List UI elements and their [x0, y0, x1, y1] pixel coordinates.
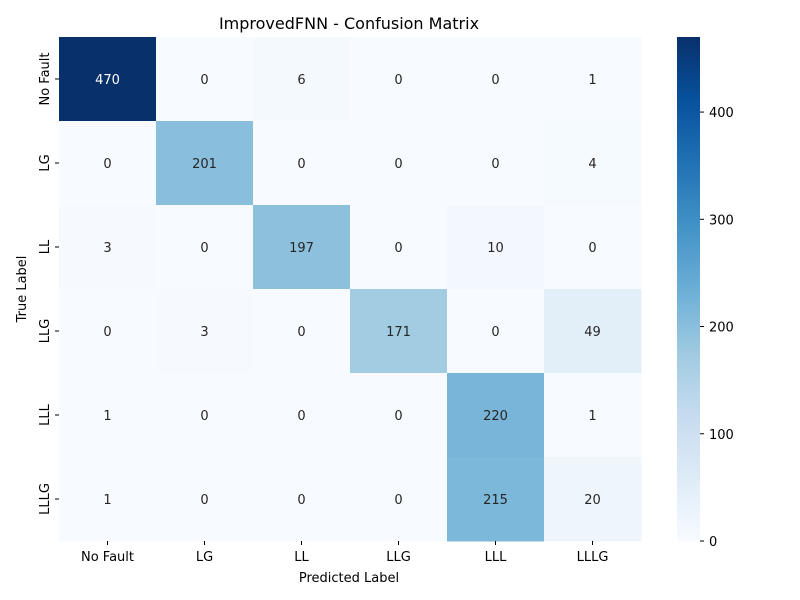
cell-value-label: 201 — [192, 157, 217, 172]
colorbar-tick-label: 0 — [709, 535, 717, 550]
heatmap-cells: 470 0 6 0 0 10 201 0 0 0 43 0 197 0 10 00 3 0 171 0 491 0 0 0 22… — [59, 37, 642, 542]
heatmap-cell — [544, 37, 642, 122]
heatmap-cell — [544, 121, 642, 206]
heatmap-cell — [544, 205, 642, 290]
heatmap-cell — [447, 205, 545, 290]
cell-value-label: 3 — [103, 241, 111, 256]
heatmap-cell — [350, 373, 448, 458]
cell-value-label: 3 — [200, 325, 208, 340]
colorbar-tick-label: 100 — [709, 428, 734, 443]
x-axis-ticks: No Fault LG LL LLG LLL LLLG — [81, 541, 608, 565]
x-tick-label: LG — [196, 550, 213, 565]
cell-value-label: 0 — [200, 409, 208, 424]
cell-value-label: 20 — [584, 493, 601, 508]
x-axis-label: Predicted Label — [299, 571, 399, 586]
cell-value-label: 220 — [483, 409, 508, 424]
cell-value-label: 0 — [297, 493, 305, 508]
cell-value-label: 1 — [588, 409, 596, 424]
cell-value-label: 0 — [200, 73, 208, 88]
cell-value-label: 1 — [103, 493, 111, 508]
heatmap-cell — [447, 37, 545, 122]
heatmap-cell — [156, 121, 254, 206]
cell-value-label: 171 — [386, 325, 411, 340]
cell-value-label: 0 — [297, 157, 305, 172]
y-axis-label: True Label — [15, 256, 30, 324]
cell-value-label: 215 — [483, 493, 508, 508]
cell-value-label: 0 — [394, 493, 402, 508]
heatmap-cell — [350, 121, 448, 206]
heatmap-cell — [447, 289, 545, 374]
y-tick-label: LLLG — [38, 483, 53, 515]
cell-value-label: 197 — [289, 241, 314, 256]
x-tick-label: LLL — [485, 550, 507, 565]
cell-value-label: 6 — [297, 73, 305, 88]
heatmap-cell — [544, 289, 642, 374]
y-tick-label: LLL — [38, 403, 53, 425]
x-tick-label: LLG — [386, 550, 411, 565]
heatmap-cell — [156, 205, 254, 290]
heatmap-cell — [59, 373, 157, 458]
heatmap-cell — [59, 289, 157, 374]
x-tick-label: No Fault — [81, 550, 134, 565]
heatmap-cell — [156, 289, 254, 374]
heatmap-cell — [253, 457, 351, 542]
cell-value-label: 0 — [394, 409, 402, 424]
cell-value-label: 0 — [491, 325, 499, 340]
heatmap-cell — [59, 205, 157, 290]
colorbar-tick-label: 300 — [709, 213, 734, 228]
heatmap-cell — [253, 205, 351, 290]
cell-value-label: 10 — [487, 241, 504, 256]
cell-value-label: 470 — [95, 73, 120, 88]
y-axis-ticks: No Fault LG LL LLG LLL LLLG — [38, 52, 59, 515]
y-tick-label: LL — [38, 239, 53, 254]
heatmap-cell — [447, 121, 545, 206]
colorbar-tick-label: 400 — [709, 106, 734, 121]
heatmap-cell — [350, 289, 448, 374]
cell-value-label: 0 — [297, 325, 305, 340]
chart-title: ImprovedFNN - Confusion Matrix — [219, 14, 479, 33]
cell-value-label: 0 — [588, 241, 596, 256]
cell-value-label: 0 — [103, 157, 111, 172]
heatmap-cell — [253, 37, 351, 122]
heatmap-cell — [447, 373, 545, 458]
y-tick-label: No Fault — [38, 52, 53, 105]
heatmap-cell — [253, 121, 351, 206]
heatmap-cell — [156, 457, 254, 542]
heatmap-cell — [59, 457, 157, 542]
cell-value-label: 0 — [103, 325, 111, 340]
heatmap-cell — [253, 373, 351, 458]
heatmap-cell — [350, 37, 448, 122]
cell-value-label: 0 — [394, 241, 402, 256]
colorbar-ticks: 0 100 200 300 400 — [700, 106, 734, 550]
heatmap-cell — [253, 289, 351, 374]
cell-value-label: 0 — [491, 73, 499, 88]
heatmap-cell — [544, 457, 642, 542]
cell-value-label: 4 — [588, 157, 596, 172]
y-tick-label: LG — [38, 154, 53, 171]
x-tick-label: LLLG — [577, 550, 609, 565]
heatmap-cell — [350, 205, 448, 290]
cell-value-label: 0 — [200, 241, 208, 256]
heatmap-cell — [59, 121, 157, 206]
heatmap-cell — [350, 457, 448, 542]
cell-value-label: 0 — [491, 157, 499, 172]
colorbar — [677, 37, 700, 541]
cell-value-label: 1 — [103, 409, 111, 424]
heatmap-cell — [59, 37, 157, 122]
y-tick-label: LLG — [38, 319, 53, 344]
x-tick-label: LL — [294, 550, 309, 565]
cell-value-label: 1 — [588, 73, 596, 88]
cell-value-label: 0 — [394, 73, 402, 88]
heatmap-cell — [544, 373, 642, 458]
heatmap-cell — [156, 373, 254, 458]
heatmap-cell — [447, 457, 545, 542]
cell-value-label: 49 — [584, 325, 601, 340]
cell-value-label: 0 — [200, 493, 208, 508]
colorbar-tick-label: 200 — [709, 321, 734, 336]
heatmap-cell — [156, 37, 254, 122]
cell-value-label: 0 — [394, 157, 402, 172]
cell-value-label: 0 — [297, 409, 305, 424]
